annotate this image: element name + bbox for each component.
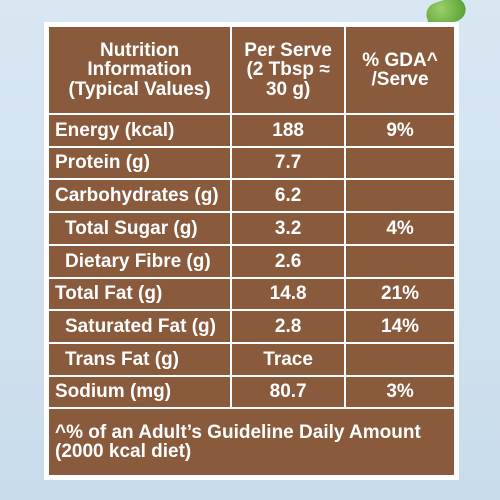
header-line: % GDA^ <box>362 49 438 71</box>
nutrition-label: Nutrition Information (Typical Values) P… <box>44 22 459 480</box>
nutrient-value: 2.6 <box>230 243 347 279</box>
nutrient-gda: 21% <box>344 276 456 312</box>
header-nutrition-information: Nutrition Information (Typical Values) <box>46 25 233 115</box>
nutrient-gda: 4% <box>344 211 456 246</box>
table-row: Dietary Fibre (g) 2.6 <box>46 243 456 279</box>
nutrient-name: Dietary Fibre (g) <box>46 243 233 279</box>
table-row: Sodium (mg) 80.7 3% <box>46 374 456 410</box>
nutrient-gda: 3% <box>344 374 456 410</box>
header-line: 30 g) <box>265 78 311 100</box>
footnote-line: ^% of an Adult’s Guideline Daily Amount <box>55 421 421 443</box>
table-row: Total Sugar (g) 3.2 4% <box>46 211 456 246</box>
nutrient-name: Saturated Fat (g) <box>46 309 233 344</box>
nutrient-value: 7.7 <box>230 145 347 181</box>
nutrient-gda: 14% <box>344 309 456 344</box>
table-row: Energy (kcal) 188 9% <box>46 112 456 148</box>
nutrient-value: 6.2 <box>230 178 347 214</box>
nutrient-value: 14.8 <box>230 276 347 312</box>
nutrient-gda <box>344 145 456 181</box>
table-row: Saturated Fat (g) 2.8 14% <box>46 309 456 344</box>
nutrition-table: Nutrition Information (Typical Values) P… <box>46 25 456 477</box>
header-line: Nutrition <box>99 39 180 61</box>
footnote-row: ^% of an Adult’s Guideline Daily Amount … <box>47 407 456 477</box>
nutrient-value: 80.7 <box>230 374 347 410</box>
table-row: Total Fat (g) 14.8 21% <box>46 276 456 312</box>
footnote-line: (2000 kcal diet) <box>55 441 192 463</box>
header-gda-per-serve: % GDA^ /Serve <box>344 25 456 115</box>
header-line: Information <box>87 59 192 81</box>
table-row: Protein (g) 7.7 <box>46 145 456 181</box>
nutrient-name: Energy (kcal) <box>46 112 233 148</box>
nutrient-name: Carbohydrates (g) <box>46 178 233 214</box>
nutrient-name: Sodium (mg) <box>46 374 233 410</box>
nutrient-name: Trans Fat (g) <box>46 341 233 377</box>
table-row: Carbohydrates (g) 6.2 <box>46 178 456 214</box>
table-header-row: Nutrition Information (Typical Values) P… <box>46 25 456 115</box>
header-line: (2 Tbsp ≈ <box>246 59 330 81</box>
nutrient-gda <box>344 341 456 377</box>
table-row: Trans Fat (g) Trace <box>46 341 456 377</box>
header-per-serve: Per Serve (2 Tbsp ≈ 30 g) <box>230 25 347 115</box>
gda-footnote: ^% of an Adult’s Guideline Daily Amount … <box>47 407 456 477</box>
nutrient-name: Total Sugar (g) <box>46 211 233 246</box>
nutrient-name: Protein (g) <box>46 145 233 181</box>
nutrient-value: 188 <box>230 112 347 148</box>
header-line: (Typical Values) <box>68 78 211 100</box>
nutrient-gda <box>344 243 456 279</box>
header-line: Per Serve <box>244 39 332 61</box>
header-line: /Serve <box>371 68 429 90</box>
nutrient-name: Total Fat (g) <box>46 276 233 312</box>
nutrient-value: 3.2 <box>230 211 347 246</box>
nutrient-gda: 9% <box>344 112 456 148</box>
nutrient-value: 2.8 <box>230 309 347 344</box>
nutrient-gda <box>344 178 456 214</box>
nutrient-value: Trace <box>230 341 347 377</box>
